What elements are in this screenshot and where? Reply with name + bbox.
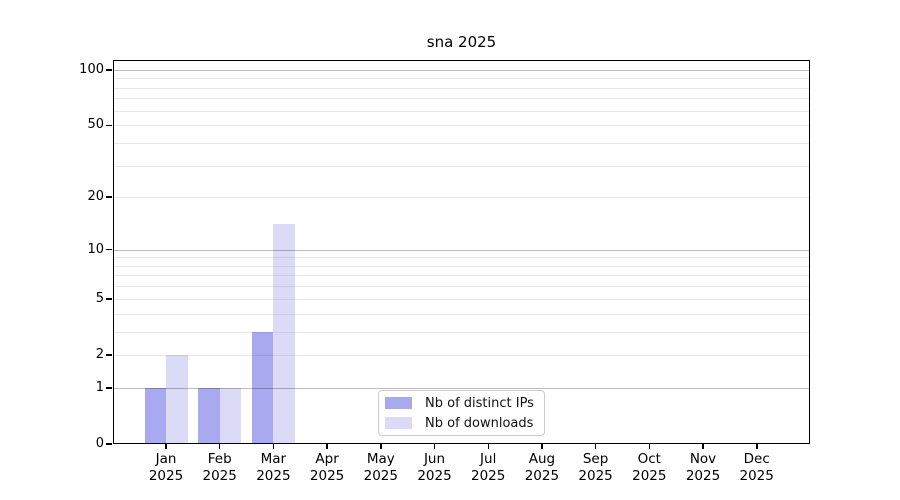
- minor-gridline: [113, 331, 810, 333]
- y-axis-tick: [106, 69, 112, 71]
- bar-feb-downloads: [219, 387, 242, 444]
- x-tick-label-month: Jul: [480, 451, 497, 467]
- minor-gridline: [113, 354, 810, 356]
- minor-gridline: [113, 265, 810, 267]
- x-tick-label-month: Sep: [582, 451, 609, 467]
- x-axis-tick: [326, 444, 328, 449]
- x-tick-label-month: Mar: [260, 451, 287, 467]
- minor-gridline: [113, 165, 810, 167]
- y-tick-label: 0: [95, 436, 104, 451]
- y-tick-label: 1: [95, 379, 104, 395]
- minor-gridline: [113, 257, 810, 259]
- x-axis-tick: [165, 444, 167, 449]
- x-tick-label-year: 2025: [685, 467, 721, 484]
- minor-gridline: [113, 313, 810, 315]
- bar-mar-downloads: [273, 224, 295, 444]
- major-gridline: [113, 69, 810, 71]
- y-tick-label: 20: [87, 189, 104, 205]
- x-axis-tick: [272, 444, 275, 449]
- y-tick-label: 5: [95, 290, 104, 306]
- x-axis-tick: [380, 444, 382, 449]
- minor-gridline: [113, 87, 810, 89]
- y-axis-tick: [106, 196, 112, 198]
- minor-gridline: [113, 78, 810, 80]
- x-tick-label-month: Dec: [743, 451, 770, 467]
- downloads-swatch-icon: [385, 416, 412, 430]
- legend-label-distinct-ips: Nb of distinct IPs: [425, 395, 534, 411]
- x-tick-label-month: Feb: [207, 451, 232, 467]
- legend: Nb of distinct IPs Nb of downloads: [378, 390, 545, 436]
- y-axis-tick: [106, 298, 112, 300]
- legend-row-downloads: Nb of downloads: [385, 416, 536, 431]
- x-axis-tick: [702, 444, 704, 449]
- y-tick-label: 100: [79, 61, 104, 77]
- legend-row-distinct-ips: Nb of distinct IPs: [385, 396, 536, 411]
- y-tick-label: 50: [87, 117, 104, 133]
- minor-gridline: [113, 197, 810, 199]
- x-tick-label-month: Apr: [315, 451, 339, 467]
- distinct-ips-swatch-icon: [385, 396, 412, 410]
- x-tick-label-month: Nov: [689, 451, 717, 467]
- x-tick-label-year: 2025: [256, 467, 291, 484]
- x-tick-label-year: 2025: [202, 467, 237, 484]
- x-axis-tick: [218, 444, 221, 449]
- major-gridline: [113, 387, 810, 389]
- major-gridline: [113, 249, 810, 251]
- bar-feb-distinct-ips: [198, 387, 220, 444]
- x-axis-tick: [594, 444, 597, 449]
- minor-gridline: [113, 286, 810, 288]
- x-tick-label-year: 2025: [148, 467, 184, 484]
- bar-jan-downloads: [166, 354, 188, 444]
- y-tick-label: 2: [95, 346, 104, 362]
- x-tick-label-year: 2025: [739, 467, 774, 484]
- x-tick-label-year: 2025: [417, 467, 452, 484]
- x-tick-label-month: Jun: [423, 451, 446, 467]
- x-tick-label-year: 2025: [578, 467, 613, 484]
- minor-gridline: [113, 142, 810, 144]
- bar-mar-distinct-ips: [251, 331, 274, 444]
- y-axis-tick: [106, 124, 112, 126]
- chart-title: sna 2025: [426, 33, 497, 51]
- x-axis-tick: [756, 444, 758, 449]
- x-axis-tick: [541, 444, 543, 449]
- minor-gridline: [113, 275, 810, 277]
- x-axis-tick: [648, 444, 650, 449]
- y-axis-tick: [106, 248, 112, 251]
- y-tick-label: 10: [87, 241, 104, 257]
- x-tick-label-year: 2025: [632, 467, 667, 484]
- x-tick-label-year: 2025: [309, 467, 345, 484]
- x-axis-tick: [433, 444, 436, 449]
- y-axis-tick: [106, 354, 112, 356]
- minor-gridline: [113, 298, 810, 300]
- minor-gridline: [113, 110, 810, 112]
- x-tick-label-month: Jan: [155, 451, 177, 467]
- x-tick-label-year: 2025: [471, 467, 506, 484]
- bar-jan-distinct-ips: [144, 387, 166, 444]
- x-tick-label-year: 2025: [363, 467, 398, 484]
- x-tick-label-month: May: [366, 451, 395, 467]
- minor-gridline: [113, 98, 810, 100]
- x-tick-label-year: 2025: [524, 467, 560, 484]
- y-axis-tick: [106, 387, 112, 389]
- x-tick-label-month: Aug: [528, 451, 556, 467]
- y-axis-tick: [106, 443, 112, 445]
- x-axis-tick: [487, 444, 489, 449]
- minor-gridline: [113, 125, 810, 127]
- x-tick-label-month: Oct: [637, 451, 661, 467]
- legend-label-downloads: Nb of downloads: [425, 415, 534, 431]
